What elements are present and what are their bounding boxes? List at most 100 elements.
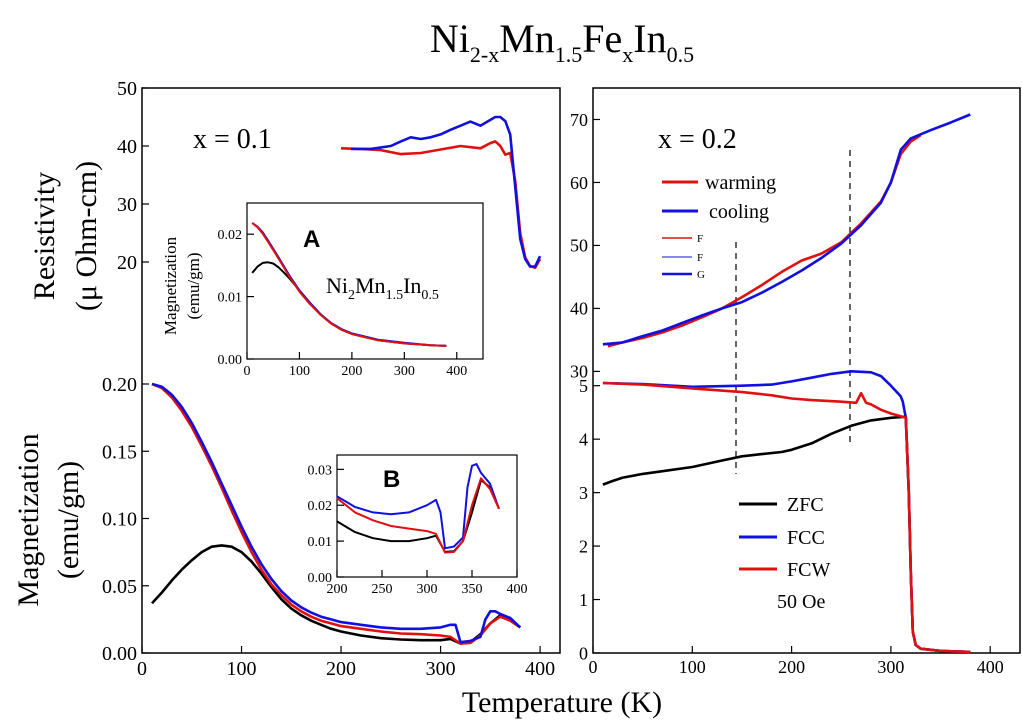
inset-b-ytick-label-1: 0.01: [308, 535, 333, 550]
title-fe-sub: x: [622, 42, 633, 67]
right-annotation: x = 0.2: [658, 124, 737, 155]
left-resistivity-series-blue: [351, 115, 542, 268]
inset-b-ytick-label-3: 0.03: [308, 463, 333, 478]
inset-a-label: A: [303, 226, 320, 253]
inset-b-xtick-label-2: 300: [417, 582, 438, 597]
inset-b-xtick-label-1: 250: [372, 582, 393, 597]
right-resistivity-series-blue: [602, 113, 971, 346]
compound-in: In: [403, 273, 421, 298]
left-magnetization-xtick-label-3: 300: [426, 658, 456, 680]
legend-label-f1: F: [697, 233, 703, 245]
inset-b-xtick-label-3: 350: [462, 582, 483, 597]
left-resistivity-ytick-label-3: 50: [117, 78, 137, 100]
left-magnetization-ytick-label-2: 0.10: [102, 509, 137, 531]
left-magnetization-ytick-label-4: 0.20: [102, 374, 137, 396]
inset-a-ytick-label-1: 0.01: [218, 291, 243, 306]
left-magnetization-xtick-label-1: 100: [227, 658, 257, 680]
right-magnetization-xtick-label-2: 200: [778, 657, 805, 677]
compound-in-sub: 0.5: [421, 288, 439, 303]
legend-label-fcc: FCC: [787, 527, 825, 549]
inset-a-xtick-label-2: 200: [341, 364, 362, 379]
right-magnetization-xtick-label-1: 100: [679, 657, 706, 677]
right-panel-frame: [592, 87, 1021, 654]
inset-b-series-blue: [336, 463, 500, 550]
right-magnetization-ytick-label-0: 0: [579, 643, 588, 663]
title-ni-sub: 2-x: [470, 42, 499, 67]
right-magnetization-ytick-label-3: 3: [579, 483, 588, 503]
right-magnetization-xtick-label-4: 400: [977, 657, 1004, 677]
inset-a-xtick-label-0: 0: [244, 364, 251, 379]
left-bottom-ylabel-line2: (emu/gm): [52, 461, 85, 579]
right-resistivity-ytick-label-3: 60: [570, 173, 588, 193]
title-fe: Fe: [582, 16, 622, 61]
left-magnetization-xtick-label-4: 400: [525, 658, 555, 680]
right-resistivity-ytick-label-1: 40: [570, 299, 588, 319]
legend-label-g: G: [697, 269, 705, 281]
right-magnetization-ytick-label-2: 2: [579, 536, 588, 556]
x-axis-label: Temperature (K): [462, 686, 662, 719]
left-resistivity-ytick-label-1: 30: [117, 194, 137, 216]
right-magnetization-ytick-label-4: 4: [579, 429, 588, 449]
field-note: 50 Oe: [777, 591, 825, 613]
compound-mn-sub: 1.5: [386, 288, 404, 303]
inset-a-ylabel-line1: Magnetization: [161, 236, 180, 335]
title-mn: Mn: [499, 16, 555, 61]
inset-a-ytick-label-2: 0.02: [218, 228, 243, 243]
right-resistivity-ytick-label-0: 30: [570, 362, 588, 382]
legend-label-fcw: FCW: [787, 559, 830, 581]
left-magnetization-series-blue: [151, 382, 522, 644]
right-resistivity-ytick-label-4: 70: [570, 110, 588, 130]
right-bottom-legend: ZFC FCC FCW 50 Oe: [739, 494, 830, 613]
title-in: In: [633, 16, 666, 61]
compound-ni-sub: 2: [348, 288, 355, 303]
right-magnetization-xtick-label-0: 0: [589, 657, 598, 677]
left-magnetization-xtick-label-2: 200: [326, 658, 356, 680]
right-magnetization-series-red: [602, 381, 971, 654]
left-resistivity-ytick-label-2: 40: [117, 136, 137, 158]
compound-mn: Mn: [355, 273, 386, 298]
left-magnetization-ytick-label-3: 0.15: [102, 441, 137, 463]
inset-a-xtick-label-4: 400: [446, 364, 467, 379]
left-magnetization-series-red: [151, 382, 521, 645]
inset-b-series-red: [336, 477, 500, 554]
inset-a-xtick-label-1: 100: [289, 364, 310, 379]
left-top-ylabel-line2: (μ Ohm-cm): [70, 161, 103, 311]
left-magnetization-ytick-label-1: 0.05: [102, 576, 137, 598]
left-resistivity-ytick-label-0: 20: [117, 252, 137, 274]
inset-a-compound: Ni2Mn1.5In0.5: [326, 273, 439, 303]
legend-label-warming: warming: [705, 172, 776, 194]
left-magnetization-xtick-label-0: 0: [137, 658, 147, 680]
right-resistivity-series-red: [607, 134, 922, 348]
inset-b-ytick-label-0: 0.00: [308, 571, 333, 586]
inset-a-series-red: [251, 222, 447, 347]
inset-b-frame: [336, 454, 518, 578]
right-top-legend: warming cooling F F G: [662, 172, 776, 281]
left-bottom-ylabel-line1: Magnetization: [12, 433, 45, 606]
inset-a-ylabel-line2: (emu/gm): [184, 252, 203, 319]
left-annotation: x = 0.1: [193, 124, 272, 155]
right-magnetization-ytick-label-5: 5: [579, 376, 588, 396]
inset-b-label: B: [383, 466, 400, 493]
legend-label-cooling: cooling: [709, 201, 769, 223]
left-top-ylabel-line1: Resistivity: [28, 172, 61, 300]
right-resistivity-ytick-label-2: 50: [570, 236, 588, 256]
compound-ni: Ni: [326, 273, 348, 298]
inset-b-xtick-label-4: 400: [507, 582, 528, 597]
inset-a-frame: [246, 202, 484, 360]
right-magnetization-ytick-label-1: 1: [579, 590, 588, 610]
right-magnetization-xtick-label-3: 300: [877, 657, 904, 677]
figure-title: Ni2-xMn1.5FexIn0.5: [430, 16, 694, 67]
inset-a-ytick-label-0: 0.00: [218, 353, 243, 368]
inset-a-xtick-label-3: 300: [394, 364, 415, 379]
left-magnetization-ytick-label-0: 0.00: [102, 643, 137, 665]
title-ni: Ni: [430, 16, 470, 61]
title-mn-sub: 1.5: [555, 42, 583, 67]
title-in-sub: 0.5: [667, 42, 695, 67]
legend-label-zfc: ZFC: [787, 494, 824, 516]
inset-b-xtick-label-0: 200: [327, 582, 348, 597]
left-panel-frame: [141, 87, 561, 654]
inset-b-ytick-label-2: 0.02: [308, 499, 333, 514]
legend-label-f2: F: [697, 252, 703, 264]
